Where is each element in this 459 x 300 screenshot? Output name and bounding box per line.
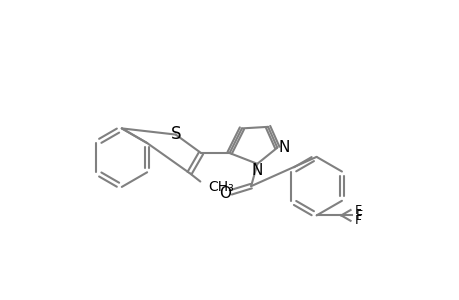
Text: S: S xyxy=(170,125,180,143)
Text: N: N xyxy=(278,140,289,155)
Text: CH₃: CH₃ xyxy=(207,180,233,194)
Text: N: N xyxy=(251,163,263,178)
Text: F: F xyxy=(353,214,361,227)
Text: F: F xyxy=(355,209,362,222)
Text: F: F xyxy=(353,203,361,217)
Text: O: O xyxy=(218,186,230,201)
